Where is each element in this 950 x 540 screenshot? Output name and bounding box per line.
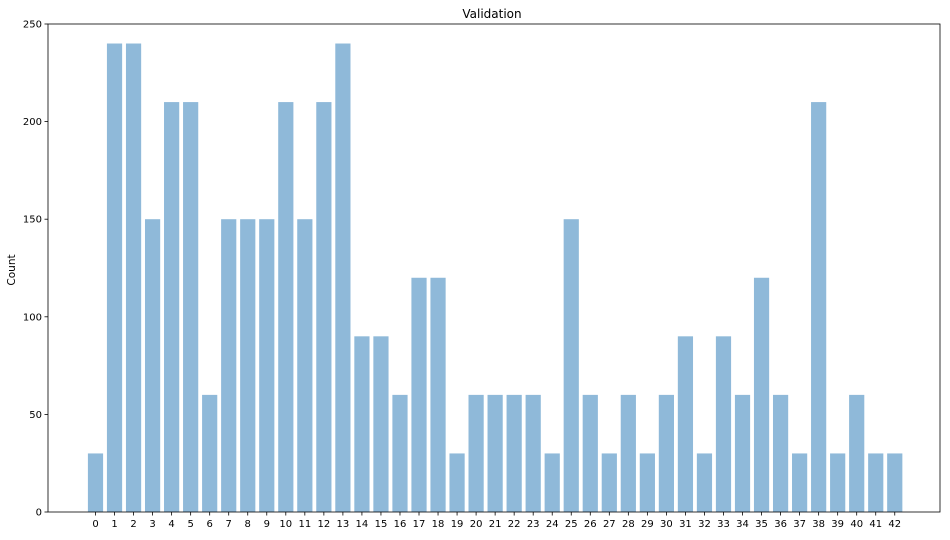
- x-tick-label: 5: [187, 519, 193, 530]
- x-tick-label: 8: [245, 519, 251, 530]
- x-tick-label: 24: [546, 519, 559, 530]
- bar-12: [316, 102, 332, 512]
- bar-42: [887, 453, 903, 512]
- x-tick-label: 16: [394, 519, 407, 530]
- bar-14: [354, 336, 370, 512]
- bar-34: [734, 394, 751, 512]
- bar-39: [830, 453, 846, 512]
- x-tick-label: 11: [298, 519, 311, 530]
- bar-15: [373, 336, 389, 512]
- x-tick-label: 35: [755, 519, 768, 530]
- bar-40: [849, 394, 865, 512]
- bar-19: [449, 453, 465, 512]
- bar-5: [183, 102, 199, 512]
- bar-28: [620, 394, 636, 512]
- bar-8: [240, 219, 256, 512]
- bar-2: [125, 43, 142, 513]
- bar-31: [677, 336, 694, 512]
- x-tick-label: 27: [603, 519, 616, 530]
- x-tick-label: 25: [565, 519, 578, 530]
- x-tick-label: 18: [432, 519, 445, 530]
- x-tick-label: 33: [717, 519, 730, 530]
- bar-38: [811, 102, 827, 512]
- bar-29: [639, 453, 655, 512]
- x-tick-label: 1: [111, 519, 117, 530]
- x-tick-label: 40: [850, 519, 863, 530]
- x-tick-label: 19: [451, 519, 464, 530]
- x-tick-label: 15: [375, 519, 388, 530]
- bar-27: [601, 453, 617, 512]
- y-tick-label: 0: [36, 508, 42, 519]
- bar-35: [753, 277, 770, 512]
- x-tick-label: 23: [527, 519, 540, 530]
- bar-23: [525, 394, 541, 512]
- bar-22: [506, 394, 522, 512]
- bar-26: [582, 394, 598, 512]
- bar-41: [868, 453, 884, 512]
- bar-9: [259, 219, 275, 512]
- x-tick-label: 2: [130, 519, 136, 530]
- x-tick-label: 32: [698, 519, 711, 530]
- bar-17: [411, 277, 427, 512]
- x-tick-label: 21: [489, 519, 502, 530]
- x-tick-label: 17: [413, 519, 426, 530]
- bar-7: [221, 219, 237, 512]
- x-tick-label: 9: [264, 519, 270, 530]
- y-tick-label: 150: [23, 215, 42, 226]
- x-tick-label: 28: [622, 519, 635, 530]
- bar-1: [106, 43, 123, 513]
- x-tick-label: 7: [226, 519, 232, 530]
- x-tick-label: 30: [660, 519, 673, 530]
- x-tick-label: 22: [508, 519, 521, 530]
- y-tick-label: 250: [23, 20, 42, 31]
- x-tick-label: 31: [679, 519, 692, 530]
- x-tick-label: 36: [774, 519, 787, 530]
- bar-10: [278, 102, 294, 512]
- bar-6: [202, 394, 218, 512]
- bar-30: [658, 394, 674, 512]
- x-tick-label: 39: [831, 519, 844, 530]
- y-axis-label: Count: [6, 254, 18, 285]
- plot-frame: [47, 23, 941, 513]
- y-tick-label: 50: [29, 410, 42, 421]
- bar-32: [696, 453, 713, 512]
- bar-37: [792, 453, 808, 512]
- bar-11: [297, 219, 313, 512]
- bar-18: [430, 277, 446, 512]
- bar-25: [563, 219, 579, 512]
- x-tick-label: 38: [812, 519, 825, 530]
- bar-0: [87, 453, 104, 512]
- bar-4: [164, 102, 180, 512]
- bar-21: [487, 394, 503, 512]
- x-tick-label: 12: [317, 519, 330, 530]
- bar-13: [335, 43, 351, 513]
- bar-20: [468, 394, 484, 512]
- x-tick-label: 29: [641, 519, 654, 530]
- x-tick-label: 42: [888, 519, 901, 530]
- bar-36: [772, 394, 789, 512]
- x-tick-label: 6: [206, 519, 212, 530]
- y-tick-label: 200: [23, 117, 42, 128]
- x-tick-label: 20: [470, 519, 483, 530]
- x-tick-label: 4: [168, 519, 174, 530]
- x-tick-label: 34: [736, 519, 749, 530]
- x-tick-label: 41: [869, 519, 882, 530]
- bar-24: [544, 453, 560, 512]
- bar-33: [715, 336, 732, 512]
- x-tick-label: 37: [793, 519, 806, 530]
- chart-title: Validation: [462, 7, 521, 21]
- bar-16: [392, 394, 408, 512]
- x-tick-label: 3: [149, 519, 155, 530]
- x-tick-label: 14: [356, 519, 369, 530]
- x-tick-label: 0: [92, 519, 98, 530]
- x-tick-label: 26: [584, 519, 597, 530]
- bar-3: [144, 219, 161, 512]
- x-tick-label: 13: [337, 519, 350, 530]
- y-tick-label: 100: [23, 312, 42, 323]
- x-tick-label: 10: [279, 519, 292, 530]
